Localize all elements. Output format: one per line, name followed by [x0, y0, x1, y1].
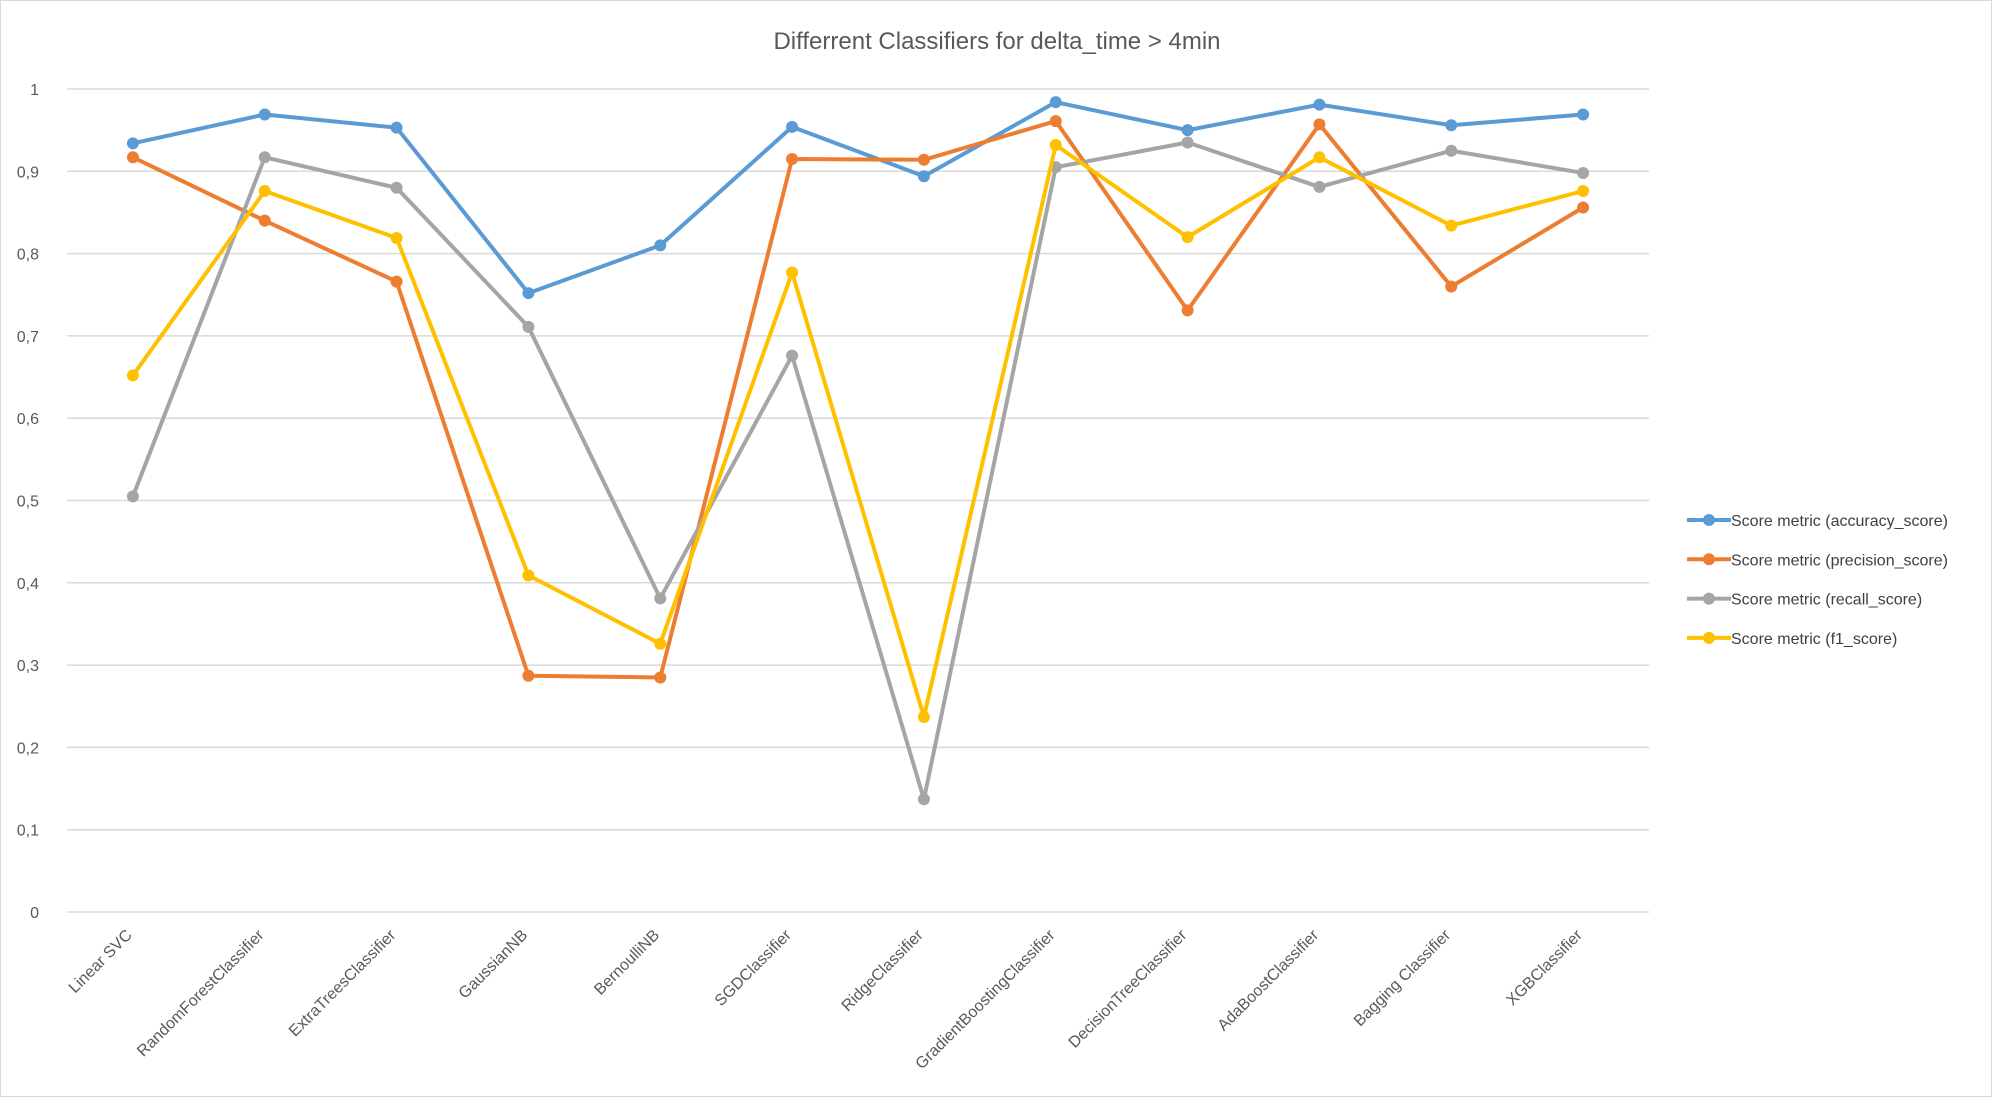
series-line — [132, 119, 1585, 680]
series-line — [131, 140, 1584, 802]
data-point — [1577, 108, 1590, 121]
series-2 — [126, 136, 1590, 806]
series-line — [132, 100, 1584, 296]
data-point — [1313, 151, 1326, 164]
data-point — [522, 320, 535, 333]
legend-label: Score metric (accuracy_score) — [1731, 513, 1948, 530]
y-axis-ticks: 0 0,1 0,2 0,3 0,4 0,5 0,6 0,7 0,8 0,9 1 — [17, 82, 39, 922]
legend-marker — [1703, 553, 1715, 566]
series-lines — [126, 96, 1590, 806]
legend-entry: Score metric (f1_score) — [1687, 631, 1897, 648]
legend-marker — [1703, 631, 1715, 644]
y-tick-label: 0,8 — [17, 247, 39, 264]
series-0 — [126, 96, 1590, 300]
data-point — [1313, 98, 1326, 111]
series-3 — [126, 138, 1590, 723]
y-tick-label: 0,5 — [17, 494, 39, 511]
data-point — [1445, 144, 1458, 157]
data-point — [258, 151, 271, 164]
x-tick-label: XGBClassifier — [1503, 926, 1586, 1009]
y-tick-label: 1 — [30, 82, 39, 99]
x-tick-label: Linear SVC — [66, 927, 136, 997]
data-point — [126, 369, 139, 382]
y-tick-label: 0,6 — [17, 411, 39, 428]
y-tick-label: 0,9 — [17, 164, 39, 181]
data-point — [390, 275, 403, 288]
y-tick-label: 0,1 — [17, 823, 39, 840]
chart-title: Differrent Classifiers for delta_time > … — [773, 28, 1220, 55]
data-point — [654, 671, 667, 684]
legend-marker — [1703, 592, 1715, 605]
data-point — [1577, 201, 1590, 214]
x-tick-label: RandomForestClassifier — [134, 926, 268, 1060]
data-point — [126, 490, 139, 503]
data-point — [1313, 118, 1326, 131]
data-point — [390, 181, 403, 194]
y-tick-label: 0,4 — [17, 576, 39, 593]
x-tick-label: RidgeClassifier — [839, 926, 928, 1015]
legend-label: Score metric (f1_score) — [1731, 631, 1897, 648]
data-point — [1577, 185, 1590, 198]
data-point — [522, 669, 535, 682]
data-point — [1181, 136, 1194, 149]
legend-entry: Score metric (precision_score) — [1687, 552, 1948, 569]
data-point — [1445, 219, 1458, 232]
data-point — [1577, 166, 1590, 179]
data-point — [917, 710, 930, 723]
data-point — [1445, 119, 1458, 132]
data-point — [654, 592, 667, 605]
data-point — [522, 569, 535, 582]
data-point — [126, 137, 139, 150]
x-tick-label: GradientBoostingClassifier — [913, 926, 1059, 1072]
series-1 — [126, 115, 1590, 684]
y-tick-label: 0,7 — [17, 329, 39, 346]
data-point — [1049, 138, 1062, 151]
data-point — [786, 120, 799, 133]
data-point — [917, 170, 930, 183]
data-point — [258, 108, 271, 121]
legend-label: Score metric (recall_score) — [1731, 592, 1922, 609]
data-point — [1049, 96, 1062, 109]
x-tick-label: ExtraTreesClassifier — [286, 926, 400, 1040]
data-point — [258, 185, 271, 198]
data-point — [654, 239, 667, 252]
data-point — [258, 214, 271, 227]
x-tick-label: GaussianNB — [456, 927, 532, 1003]
data-point — [1049, 115, 1062, 128]
data-point — [917, 793, 930, 806]
x-tick-label: AdaBoostClassifier — [1215, 926, 1323, 1034]
data-point — [1313, 180, 1326, 193]
data-point — [654, 637, 667, 650]
data-point — [390, 231, 403, 244]
legend-label: Score metric (precision_score) — [1731, 552, 1948, 569]
data-point — [786, 152, 799, 165]
x-tick-label: Bagging Classifier — [1351, 926, 1455, 1030]
y-tick-label: 0,3 — [17, 658, 39, 675]
data-point — [917, 153, 930, 166]
x-tick-label: DecisionTreeClassifier — [1066, 926, 1191, 1051]
data-point — [1181, 231, 1194, 244]
y-tick-label: 0 — [30, 905, 39, 922]
data-point — [786, 349, 799, 362]
legend-marker — [1703, 514, 1715, 526]
data-point — [786, 266, 799, 279]
data-point — [126, 151, 139, 164]
legend: Score metric (accuracy_score) Score metri… — [1687, 513, 1948, 648]
data-point — [390, 121, 403, 134]
data-point — [522, 287, 535, 300]
x-tick-label: BernoulliNB — [591, 927, 663, 999]
series-line — [131, 142, 1584, 719]
data-point — [1181, 124, 1194, 137]
legend-entry: Score metric (recall_score) — [1687, 592, 1922, 609]
x-tick-label: SGDClassifier — [712, 926, 796, 1010]
legend-entry: Score metric (accuracy_score) — [1687, 513, 1948, 530]
data-point — [1181, 304, 1194, 317]
y-tick-label: 0,2 — [17, 740, 39, 757]
data-point — [1445, 280, 1458, 293]
